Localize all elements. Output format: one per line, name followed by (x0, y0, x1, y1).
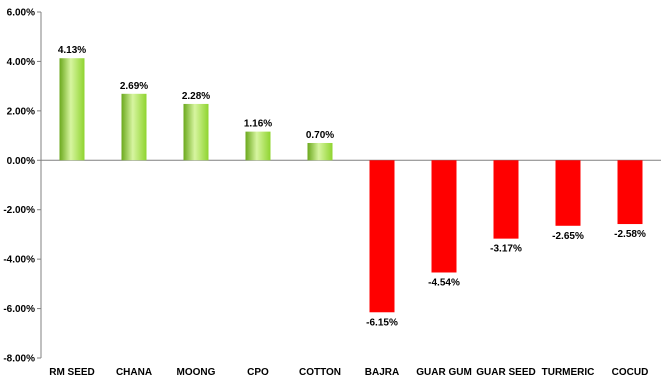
y-tick-label: 4.00% (7, 57, 35, 68)
data-label: -6.15% (366, 317, 398, 328)
labels: 4.13% RM SEED 2.69% CHANA 2.28% MOONG 1.16% CPO… (49, 45, 648, 378)
data-label: -2.58% (614, 229, 646, 240)
data-label: 1.16% (244, 119, 272, 130)
category-label: GUAR GUM (416, 367, 472, 378)
bar-rm-seed (59, 58, 85, 161)
y-tick-label: 0.00% (7, 156, 35, 167)
y-tick-label: -6.00% (3, 304, 35, 315)
bar-cocud (617, 160, 643, 225)
bar-cpo (245, 131, 271, 161)
category-label: TURMERIC (542, 367, 595, 378)
category-label: CPO (247, 367, 269, 378)
y-tick-label: -8.00% (3, 354, 35, 365)
category-label: BAJRA (365, 367, 399, 378)
bar-moong (183, 103, 209, 161)
category-label: CHANA (116, 367, 152, 378)
category-label: GUAR SEED (476, 367, 535, 378)
data-label: 2.69% (120, 81, 148, 92)
data-label: 4.13% (58, 45, 86, 56)
y-tick-label: 2.00% (7, 106, 35, 117)
category-label: COCUD (612, 367, 649, 378)
bars (59, 58, 643, 313)
bar-bajra (369, 160, 395, 313)
y-tick-label: -2.00% (3, 205, 35, 216)
bar-guar-seed (493, 160, 519, 239)
bar-guar-gum (431, 160, 457, 273)
bar-cotton (307, 142, 333, 161)
category-label: MOONG (177, 367, 216, 378)
category-label: COTTON (299, 367, 341, 378)
data-label: 2.28% (182, 91, 210, 102)
bar-turmeric (555, 160, 581, 226)
category-label: RM SEED (49, 367, 95, 378)
data-label: 0.70% (306, 130, 334, 141)
y-tick-label: 6.00% (7, 8, 35, 19)
y-tick-label: -4.00% (3, 255, 35, 266)
data-label: -3.17% (490, 244, 522, 255)
data-label: -2.65% (552, 231, 584, 242)
bar-chana (121, 93, 147, 161)
data-label: -4.54% (428, 277, 460, 288)
